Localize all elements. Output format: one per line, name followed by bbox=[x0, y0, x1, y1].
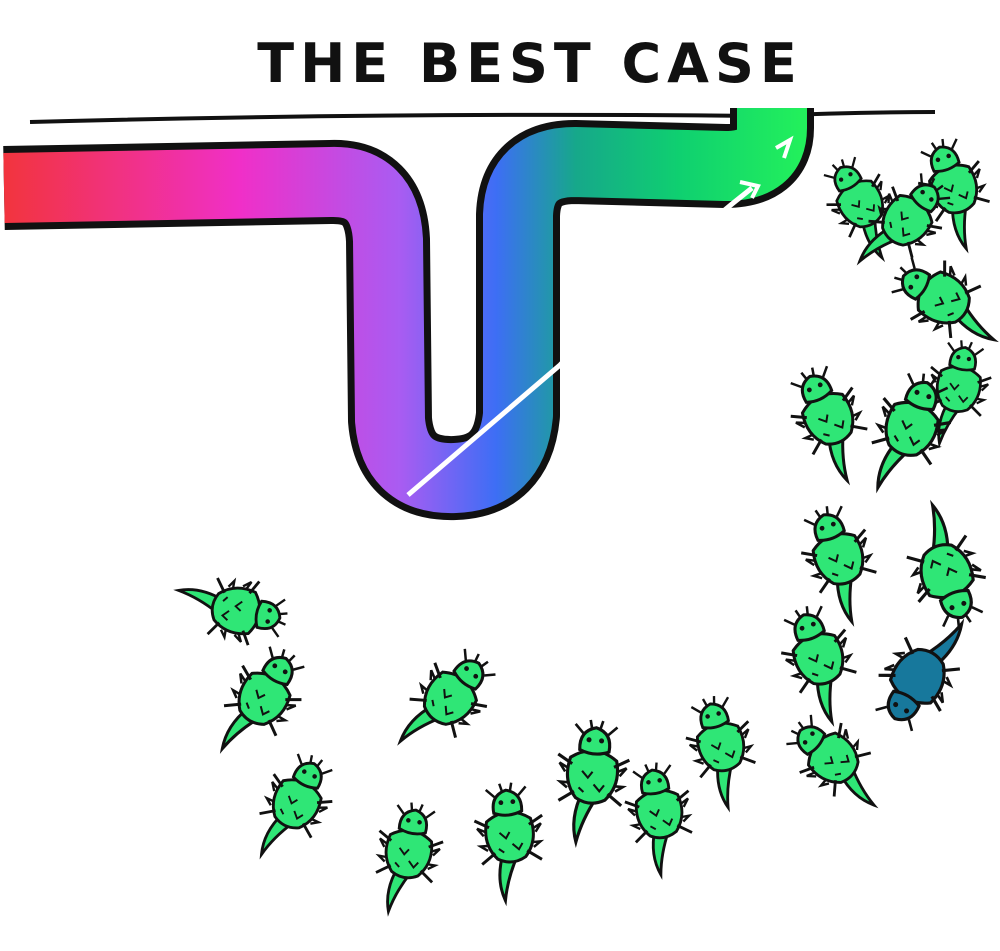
horned-lizard-icon bbox=[887, 495, 1000, 639]
horned-lizard-icon bbox=[469, 778, 551, 905]
trajectory-arrow bbox=[406, 135, 794, 497]
horned-lizard-icon bbox=[787, 495, 895, 632]
blue-horned-lizard-icon bbox=[861, 599, 986, 740]
horned-lizard-icon bbox=[380, 634, 511, 771]
lizard-swarm bbox=[169, 128, 1000, 921]
arrow-icon bbox=[739, 180, 761, 199]
horned-lizard-icon bbox=[200, 633, 321, 773]
arrow-icon bbox=[775, 135, 794, 159]
horned-lizard-icon bbox=[364, 796, 451, 921]
horned-lizard-icon bbox=[772, 700, 903, 825]
horned-lizard-icon bbox=[767, 595, 875, 732]
u-bend-pipe bbox=[3, 86, 814, 520]
horned-lizard-icon bbox=[239, 742, 348, 874]
horned-lizard-icon bbox=[878, 241, 1000, 362]
ground-line bbox=[29, 110, 936, 124]
horned-lizard-icon bbox=[774, 354, 889, 493]
horned-lizard-icon bbox=[549, 715, 635, 848]
horned-lizard-icon bbox=[675, 687, 770, 815]
horned-lizard-icon bbox=[169, 566, 294, 653]
horned-lizard-icon bbox=[617, 756, 704, 881]
page-title: THE BEST CASE bbox=[257, 32, 803, 95]
